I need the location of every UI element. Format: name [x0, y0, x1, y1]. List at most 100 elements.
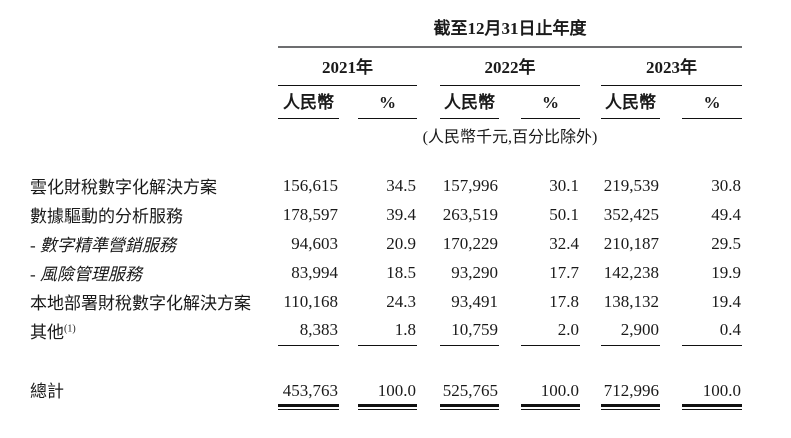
- gap-cell: [339, 287, 358, 316]
- empty-cell: [30, 10, 278, 47]
- double-rule: [682, 405, 743, 410]
- gap-cell: [339, 171, 358, 200]
- gap-cell: [499, 171, 521, 200]
- gap-cell: [580, 377, 601, 405]
- gap-cell: [580, 316, 601, 345]
- value-cell: 34.5: [386, 175, 416, 195]
- value-cell: 352,425: [603, 204, 659, 224]
- gap-cell: [417, 47, 440, 85]
- gap-cell: [339, 377, 358, 405]
- value-cell: 94,603: [291, 233, 338, 253]
- gap-cell: [499, 405, 521, 409]
- gap-cell: [339, 200, 358, 229]
- value-cell: 110,168: [283, 291, 338, 311]
- row-label-text: 其他: [30, 323, 64, 342]
- table-row-years: 2021年 2022年 2023年: [30, 47, 743, 86]
- total-value-cell: 453,763: [278, 377, 339, 407]
- value-cell: 1.8: [358, 316, 417, 346]
- gap-cell: [580, 200, 601, 229]
- value-cell: 219,539: [603, 175, 659, 195]
- value-cell: 0.4: [682, 316, 743, 346]
- gap-cell: [660, 171, 682, 200]
- currency-header: 人民幣: [601, 85, 660, 119]
- value-cell: 39.4: [386, 204, 416, 224]
- gap-cell: [660, 405, 682, 409]
- gap-cell: [499, 229, 521, 258]
- currency-header: 人民幣: [278, 85, 339, 119]
- table-row-total: 總計 453,763 100.0 525,765 100.0 712,996 1…: [30, 377, 743, 407]
- total-value-cell: 525,765: [440, 377, 499, 407]
- value-cell: 170,229: [442, 233, 498, 253]
- gap-cell: [660, 258, 682, 287]
- total-value-cell: 100.0: [682, 377, 743, 407]
- currency-header: 人民幣: [440, 85, 499, 119]
- value-cell: 93,491: [451, 291, 498, 311]
- gap-cell: [339, 229, 358, 258]
- value-cell: 30.1: [549, 175, 579, 195]
- value-cell: 49.4: [711, 204, 742, 224]
- gap-cell: [580, 287, 601, 316]
- row-label: 雲化財稅數字化解決方案: [30, 178, 217, 197]
- financial-table: 截至12月31日止年度 2021年 2022年 2023年 人民幣 % 人民幣 …: [30, 10, 743, 410]
- row-label: 本地部署財稅數字化解決方案: [30, 294, 251, 313]
- gap-cell: [580, 47, 601, 85]
- empty-cell: [30, 405, 278, 409]
- gap-cell: [417, 85, 440, 118]
- table-row-period: 截至12月31日止年度: [30, 10, 743, 48]
- gap-cell: [580, 171, 601, 200]
- value-cell: 2,900: [601, 316, 660, 346]
- gap-cell: [417, 200, 440, 229]
- year-header-2021: 2021年: [278, 47, 417, 86]
- gap-cell: [499, 85, 521, 118]
- spacer-row: [30, 149, 742, 171]
- value-cell: 2.0: [521, 316, 580, 346]
- gap-cell: [499, 258, 521, 287]
- value-cell: 19.4: [711, 291, 742, 311]
- double-rule-row: [30, 405, 743, 410]
- value-cell: 156,615: [282, 175, 338, 195]
- value-cell: 24.3: [386, 291, 416, 311]
- total-value-cell: 100.0: [521, 377, 580, 407]
- percent-header: %: [682, 85, 743, 119]
- value-cell: 142,238: [603, 262, 659, 282]
- double-rule: [521, 405, 580, 410]
- percent-header: %: [358, 85, 417, 119]
- gap-cell: [499, 316, 521, 345]
- table-row: 雲化財稅數字化解決方案 156,615 34.5 157,996 30.1 21…: [30, 171, 742, 200]
- value-cell: 19.9: [711, 262, 742, 282]
- value-cell: 17.8: [549, 291, 579, 311]
- gap-cell: [499, 377, 521, 405]
- gap-cell: [417, 405, 440, 409]
- empty-cell: [30, 85, 278, 118]
- double-rule: [278, 405, 339, 410]
- table-row-note: (人民幣千元,百分比除外): [30, 118, 742, 149]
- row-label: - 數字精準營銷服務: [30, 236, 176, 255]
- gap-cell: [580, 85, 601, 118]
- total-label: 總計: [30, 382, 64, 401]
- gap-cell: [660, 200, 682, 229]
- unit-note: (人民幣千元,百分比除外): [422, 128, 598, 146]
- gap-cell: [580, 405, 601, 409]
- value-cell: 93,290: [451, 262, 498, 282]
- percent-header: %: [521, 85, 580, 119]
- total-value-cell: 100.0: [358, 377, 417, 407]
- table-row-sub-italic: - 風險管理服務 83,994 18.5 93,290 17.7 142,238…: [30, 258, 742, 287]
- gap-cell: [660, 85, 682, 118]
- gap-cell: [660, 377, 682, 405]
- double-rule: [601, 405, 660, 410]
- gap-cell: [417, 229, 440, 258]
- value-cell: 10,759: [440, 316, 499, 346]
- year-header-2022: 2022年: [440, 47, 580, 86]
- double-rule: [440, 405, 499, 410]
- gap-cell: [660, 287, 682, 316]
- table-row-other: 其他(1) 8,383 1.8 10,759 2.0 2,900 0.4: [30, 316, 743, 346]
- footnote-reference: (1): [64, 323, 76, 335]
- gap-cell: [417, 258, 440, 287]
- gap-cell: [580, 258, 601, 287]
- gap-cell: [339, 85, 358, 118]
- gap-cell: [417, 316, 440, 345]
- gap-cell: [417, 171, 440, 200]
- total-value-cell: 712,996: [601, 377, 660, 407]
- value-cell: 17.7: [549, 262, 579, 282]
- value-cell: 29.5: [711, 233, 742, 253]
